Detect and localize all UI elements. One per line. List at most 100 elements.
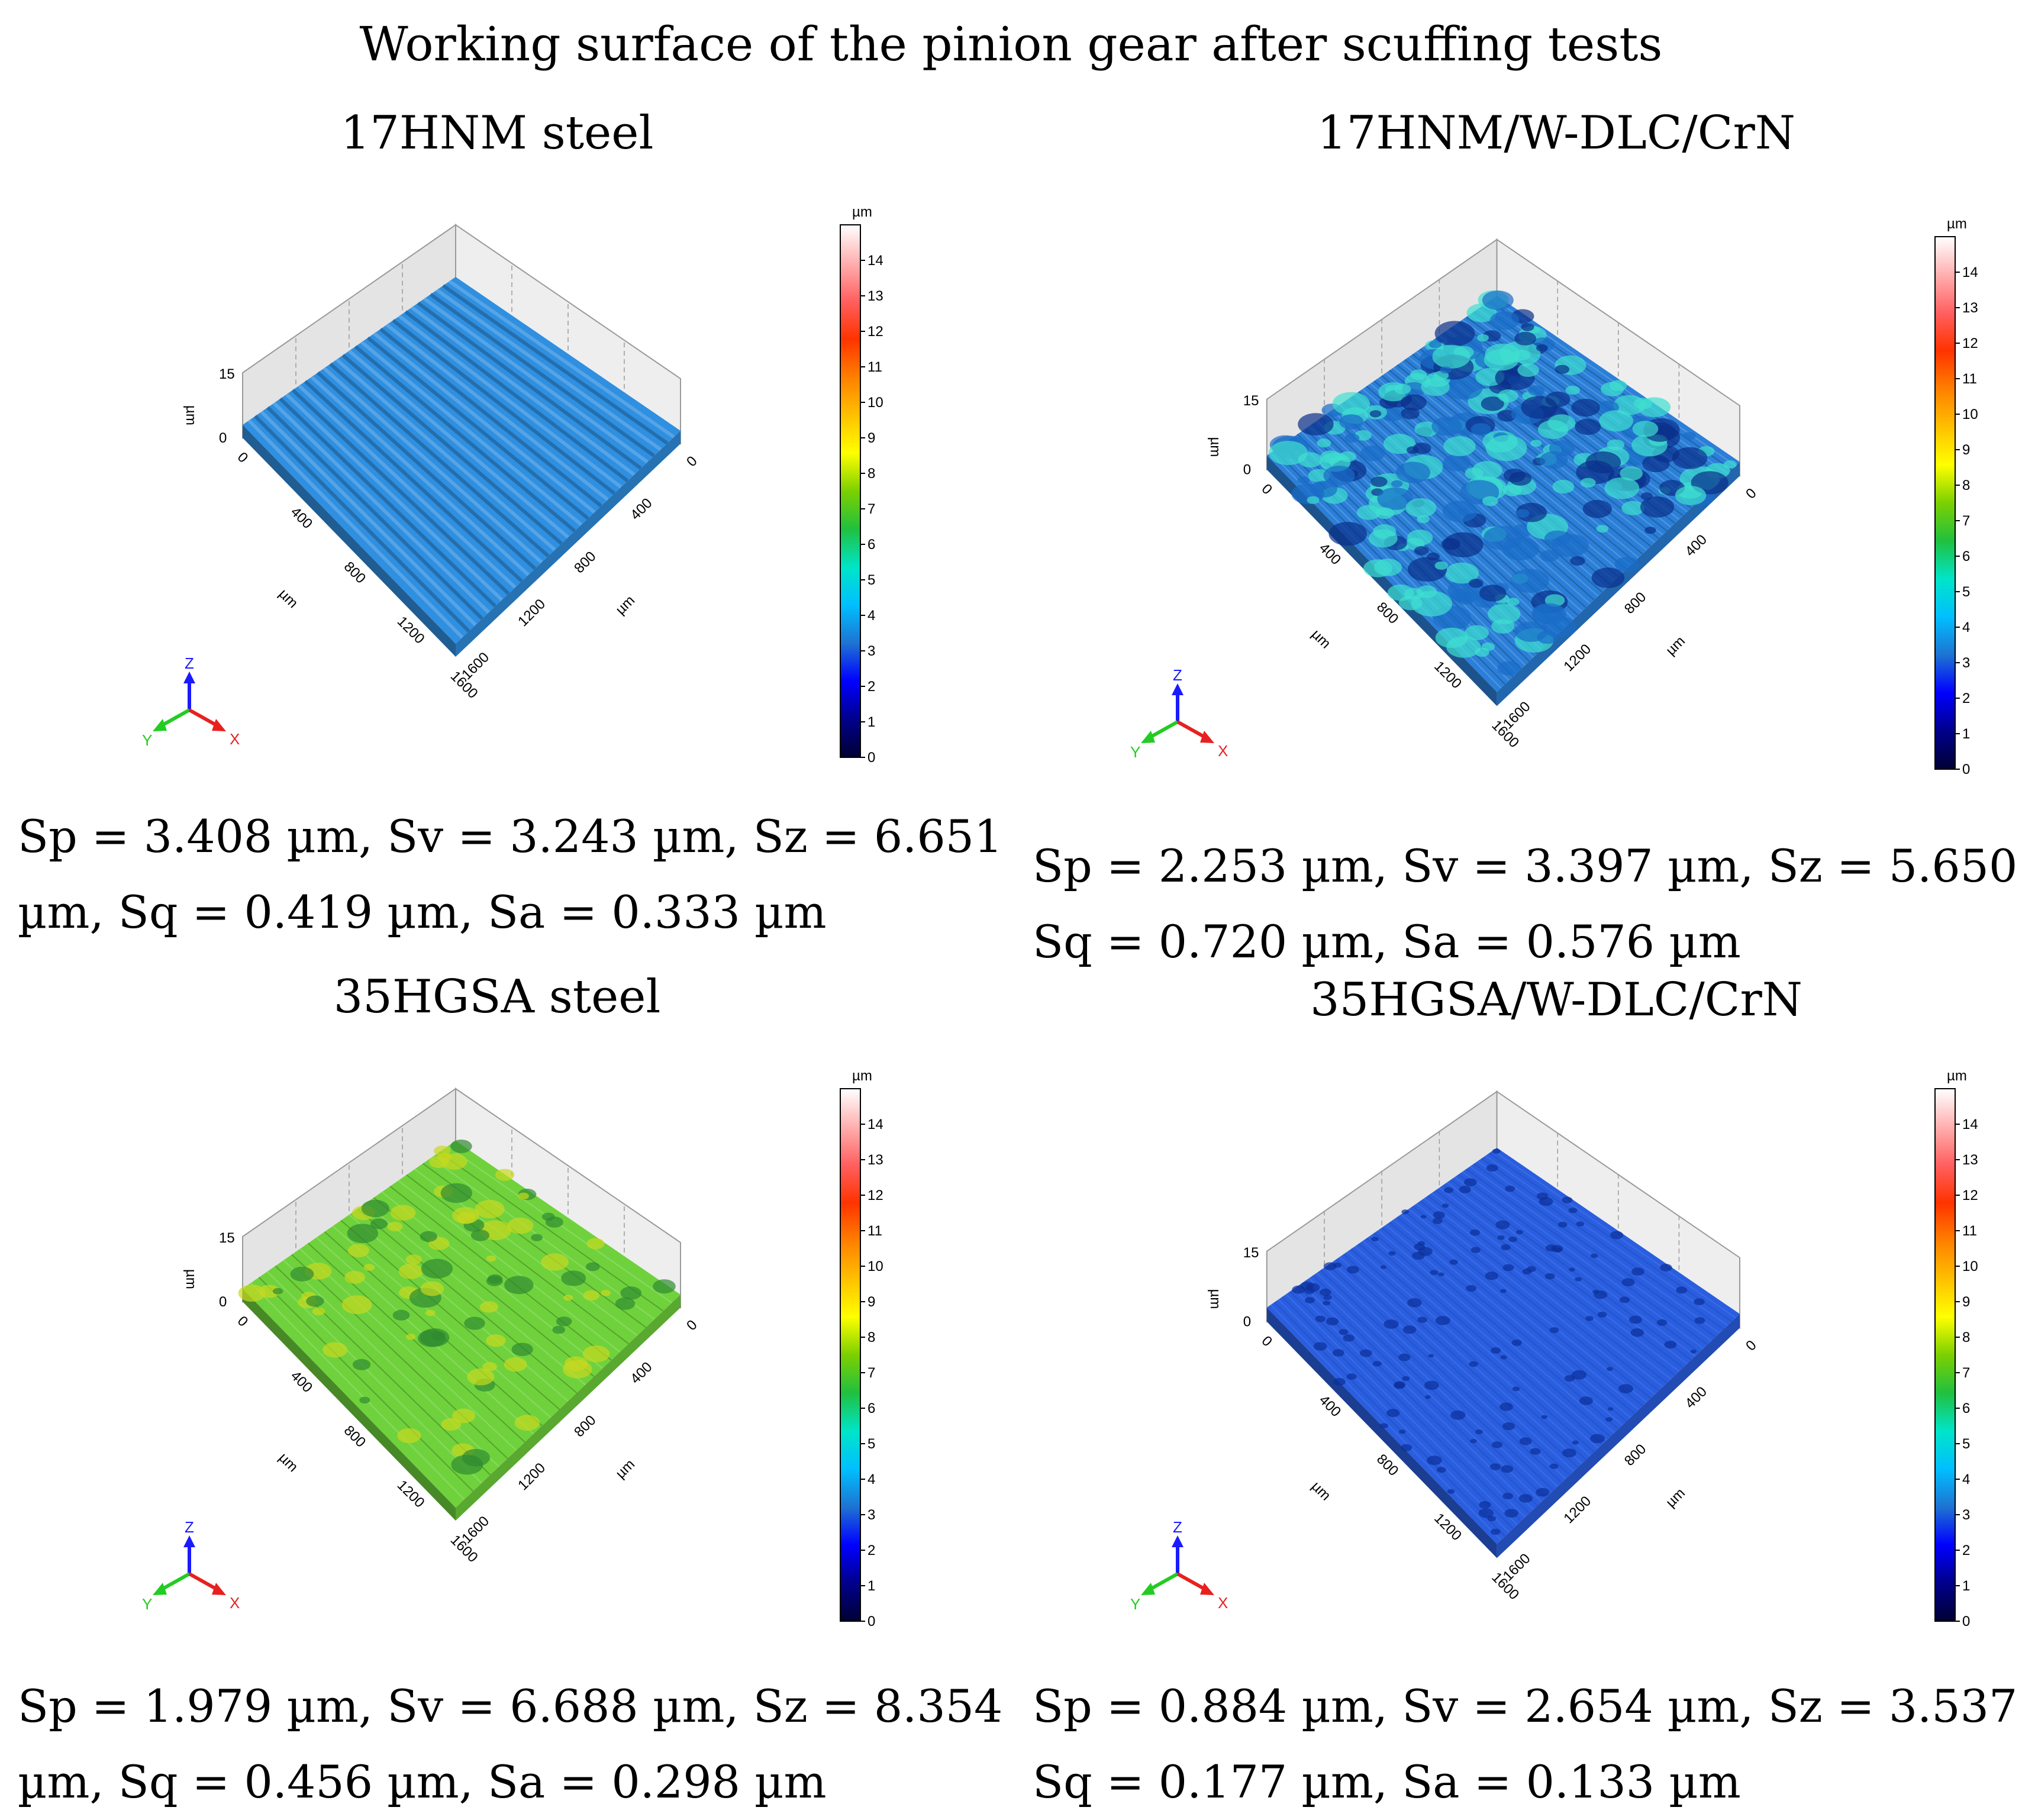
surface-feature	[545, 1216, 563, 1228]
surface-feature	[1501, 1244, 1511, 1251]
colorbar-unit-label: µm	[1947, 1068, 1967, 1084]
x-axis-label: µm	[1308, 627, 1334, 652]
y-tick-label: 1200	[1560, 1493, 1594, 1527]
surface-feature	[1607, 1407, 1614, 1411]
colorbar	[840, 224, 861, 758]
roughness-params-35hgsa: Sp = 1.979 µm, Sv = 6.688 µm, Sz = 8.354…	[18, 1669, 1002, 1820]
y-tick-label: 0	[683, 453, 701, 470]
surface-feature	[1579, 1396, 1594, 1405]
surface-feature	[467, 1368, 495, 1386]
colorbar-tick-label: 4	[868, 1472, 875, 1487]
surface-feature	[482, 1362, 497, 1372]
triad-y-label: Y	[1130, 743, 1140, 761]
colorbar	[840, 1088, 861, 1622]
surface-feature	[470, 1230, 490, 1241]
surface-feature	[1619, 1296, 1630, 1303]
colorbar-tick-label: 13	[868, 288, 883, 304]
surface-feature	[1499, 1402, 1513, 1411]
surface-feature	[1432, 1218, 1443, 1224]
surface-feature	[511, 1343, 533, 1357]
surface-feature	[1509, 472, 1532, 486]
colorbar-tick-label: 14	[868, 1116, 883, 1132]
surface-feature	[1375, 507, 1394, 519]
surface-feature	[1359, 1349, 1372, 1357]
surface-feature	[1610, 1231, 1624, 1240]
surface-feature	[1498, 389, 1518, 402]
surface-ridge	[285, 393, 504, 602]
surface-feature	[1515, 509, 1530, 518]
colorbar-tick-label: 4	[1962, 619, 1970, 635]
surface-ridge	[1415, 1203, 1655, 1395]
surface-feature	[487, 1274, 503, 1284]
surface-feature	[620, 1286, 642, 1300]
surface-ridge	[1397, 1216, 1635, 1414]
orientation-triad: Z Y X	[1130, 666, 1228, 761]
surface-ridge	[1439, 1187, 1680, 1372]
surface-feature	[1549, 1463, 1559, 1469]
surface-feature	[398, 1263, 424, 1279]
surface-feature	[1491, 1347, 1501, 1354]
surface-feature	[1618, 1384, 1633, 1393]
surface-feature	[1504, 1509, 1518, 1518]
surface-ridge	[247, 419, 464, 639]
triad-x-axis	[188, 1572, 220, 1592]
surface-feature	[1644, 527, 1656, 534]
surface-ridge	[438, 1151, 664, 1312]
surface-ridge	[1412, 1206, 1652, 1399]
surface-feature	[1443, 454, 1471, 472]
surface-feature	[504, 1276, 534, 1295]
surface-feature	[1522, 1269, 1532, 1275]
surface-texture	[1270, 1148, 1736, 1541]
surface-ridge	[1381, 1227, 1619, 1429]
surface-feature	[290, 1266, 314, 1282]
surface-ridge	[310, 375, 530, 576]
surface-feature	[586, 1238, 605, 1250]
surface-feature	[582, 1345, 610, 1363]
orientation-triad: Z Y X	[1130, 1518, 1228, 1613]
triad-z-arrow	[1172, 683, 1183, 695]
surface-ridge	[1389, 1222, 1627, 1422]
surface-ridge	[341, 354, 563, 545]
surface-feature	[1541, 1415, 1548, 1419]
y-axis-label: µm	[1663, 1485, 1688, 1511]
surface-feature	[361, 1199, 389, 1218]
surface-feature	[420, 1231, 437, 1242]
surface-feature	[1407, 446, 1419, 454]
surface-feature	[1459, 1186, 1471, 1193]
surface-feature	[475, 1199, 505, 1219]
surface-feature	[1468, 579, 1484, 588]
surface-ridge	[1466, 1169, 1708, 1345]
surface-ridge	[1347, 1251, 1582, 1464]
colorbar-tick-label: 11	[1962, 1223, 1977, 1239]
surface-feature	[1514, 331, 1537, 346]
params-line-1: Sp = 3.408 µm, Sv = 3.243 µm, Sz = 6.651	[18, 810, 1003, 863]
surface-feature	[1569, 1267, 1575, 1272]
surface-feature	[1487, 1515, 1497, 1522]
surface-ridge	[354, 345, 576, 533]
surface-ridge	[385, 323, 609, 501]
x-tick-label: 0	[1259, 1333, 1276, 1350]
surface-feature	[1536, 1487, 1550, 1497]
surface-ridge	[1350, 1248, 1586, 1460]
surface-feature	[1501, 1465, 1514, 1473]
surface-plot-17hnm-coated: 150µm040080012001600µm040080012001600µmZ…	[1130, 216, 1978, 777]
colorbar-tick-label: 9	[1962, 1294, 1970, 1310]
surface-feature	[1305, 1297, 1315, 1303]
surface-feature	[1489, 1463, 1501, 1470]
triad-y-axis	[1147, 720, 1179, 740]
colorbar-unit-label: µm	[852, 204, 872, 220]
surface-ridge	[1327, 1264, 1562, 1483]
x-tick-label: 0	[234, 449, 251, 466]
x-axis-label: µm	[276, 1450, 301, 1475]
surface-ridge	[1446, 1182, 1688, 1364]
surface-feature	[1333, 1262, 1341, 1268]
surface-feature	[363, 1264, 375, 1271]
surface-feature	[1466, 1285, 1477, 1292]
surface-feature	[1332, 1349, 1344, 1357]
surface-feature	[1621, 1278, 1635, 1286]
surface-feature	[1492, 1148, 1501, 1154]
colorbar-tick-label: 14	[868, 253, 883, 269]
surface-feature	[1332, 392, 1370, 416]
surface-feature	[1590, 1253, 1598, 1258]
colorbar-tick-label: 6	[1962, 548, 1970, 564]
